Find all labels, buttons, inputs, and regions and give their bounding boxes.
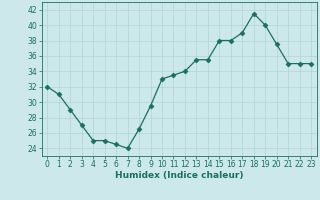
X-axis label: Humidex (Indice chaleur): Humidex (Indice chaleur) — [115, 171, 244, 180]
